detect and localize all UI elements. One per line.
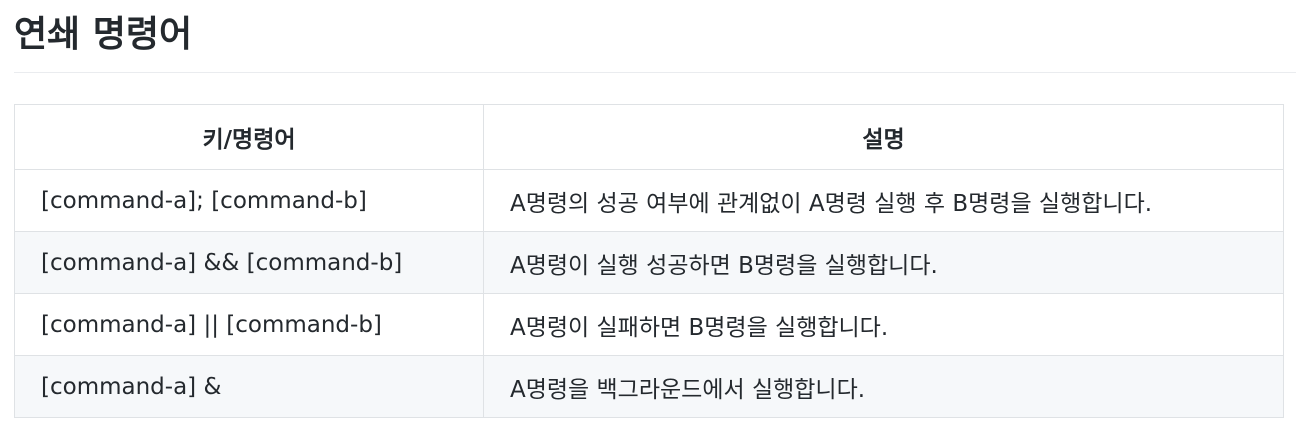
cell-description: A명령이 실패하면 B명령을 실행합니다. <box>483 293 1284 356</box>
table-header-row: 키/명령어 설명 <box>14 104 1284 170</box>
header-key-command: 키/명령어 <box>14 104 484 170</box>
cell-description: A명령이 실행 성공하면 B명령을 실행합니다. <box>483 231 1284 294</box>
table-row: [command-a]; [command-b] A명령의 성공 여부에 관계없… <box>14 169 1284 232</box>
table-row: [command-a] || [command-b] A명령이 실패하면 B명령… <box>14 293 1284 356</box>
cell-command: [command-a] || [command-b] <box>14 293 484 356</box>
chained-commands-table: 키/명령어 설명 [command-a]; [command-b] A명령의 성… <box>14 104 1284 418</box>
table-row: [command-a] & A명령을 백그라운드에서 실행합니다. <box>14 355 1284 418</box>
cell-command: [command-a] & <box>14 355 484 418</box>
section-heading: 연쇄 명령어 <box>14 6 1296 73</box>
cell-description: A명령의 성공 여부에 관계없이 A명령 실행 후 B명령을 실행합니다. <box>483 169 1284 232</box>
cell-command: [command-a] && [command-b] <box>14 231 484 294</box>
cell-description: A명령을 백그라운드에서 실행합니다. <box>483 355 1284 418</box>
cell-command: [command-a]; [command-b] <box>14 169 484 232</box>
header-description: 설명 <box>483 104 1284 170</box>
table-row: [command-a] && [command-b] A명령이 실행 성공하면 … <box>14 231 1284 294</box>
